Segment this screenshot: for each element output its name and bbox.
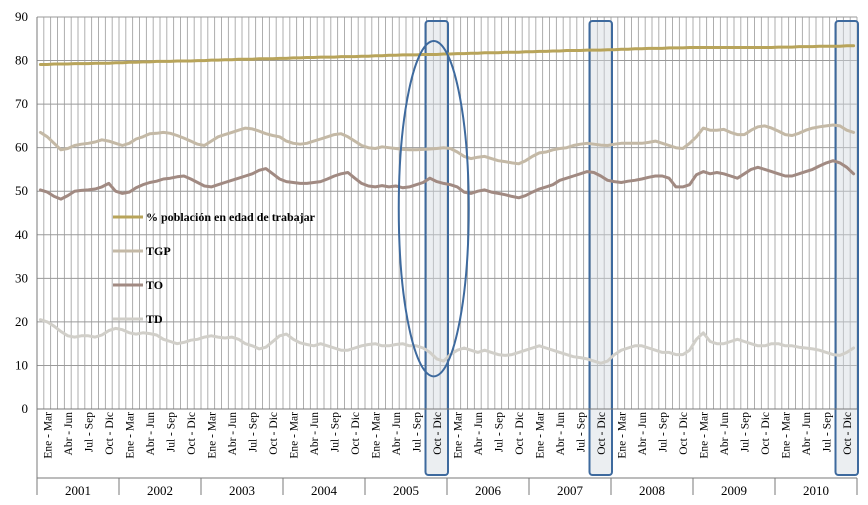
x-period-label: Jul - Sep bbox=[575, 412, 587, 453]
x-period-label: Abr - Jun bbox=[63, 412, 75, 456]
y-tick-label: 30 bbox=[15, 270, 28, 285]
gridlines bbox=[36, 16, 858, 410]
x-period-label: Ene - Mar bbox=[698, 412, 710, 459]
x-period-label: Ene - Mar bbox=[616, 412, 628, 459]
x-period-label: Ene - Mar bbox=[452, 412, 464, 459]
x-period-label: Oct - Dic bbox=[268, 412, 280, 455]
x-period-label: Jul - Sep bbox=[411, 412, 423, 453]
highlight-ellipse bbox=[397, 39, 470, 378]
y-tick-label: 40 bbox=[15, 227, 28, 242]
x-period-label: Ene - Mar bbox=[206, 412, 218, 459]
x-period-label: Abr - Jun bbox=[391, 412, 403, 456]
highlight-box bbox=[834, 20, 859, 476]
x-period-label: Ene - Mar bbox=[780, 412, 792, 459]
year-label: 2007 bbox=[557, 483, 584, 498]
x-period-label: Jul - Sep bbox=[247, 412, 259, 453]
x-period-label: Oct - Dic bbox=[104, 412, 116, 455]
highlight-ellipse bbox=[397, 39, 470, 378]
highlight-box bbox=[424, 20, 449, 476]
year-label: 2010 bbox=[803, 483, 829, 498]
x-period-labels: Ene - Mar Abr - Jun Jul - Sep Oct - Dic Ene … bbox=[42, 412, 854, 459]
legend: % población en edad de trabajar TGP TO TD bbox=[113, 210, 316, 326]
y-tick-label: 50 bbox=[15, 183, 28, 198]
legend-label-4: TD bbox=[146, 312, 163, 326]
year-label: 2008 bbox=[639, 483, 665, 498]
x-period-label: Oct - Dic bbox=[432, 412, 444, 455]
x-period-label: Oct - Dic bbox=[842, 412, 854, 455]
legend-label-2: TGP bbox=[146, 244, 171, 258]
x-period-label: Abr - Jun bbox=[801, 412, 813, 456]
x-period-label: Jul - Sep bbox=[739, 412, 751, 453]
x-period-label: Ene - Mar bbox=[288, 412, 300, 459]
x-period-label: Oct - Dic bbox=[514, 412, 526, 455]
x-period-label: Ene - Mar bbox=[534, 412, 546, 459]
x-period-label: Oct - Dic bbox=[350, 412, 362, 455]
series-line-4 bbox=[38, 318, 856, 365]
x-period-label: Jul - Sep bbox=[165, 412, 177, 453]
y-tick-label: 20 bbox=[15, 314, 28, 329]
y-tick-label: 80 bbox=[15, 53, 28, 68]
x-period-label: Abr - Jun bbox=[145, 412, 157, 456]
series-line-3 bbox=[38, 159, 856, 201]
x-period-label: Jul - Sep bbox=[329, 412, 341, 453]
x-period-label: Ene - Mar bbox=[42, 412, 54, 459]
x-period-label: Abr - Jun bbox=[309, 412, 321, 456]
year-label: 2005 bbox=[393, 483, 419, 498]
legend-label-1: % población en edad de trabajar bbox=[146, 210, 316, 224]
x-period-label: Abr - Jun bbox=[719, 412, 731, 456]
year-label: 2001 bbox=[65, 483, 91, 498]
y-tick-label: 0 bbox=[22, 401, 29, 416]
x-period-label: Jul - Sep bbox=[83, 412, 95, 453]
year-label: 2003 bbox=[229, 483, 255, 498]
x-period-label: Abr - Jun bbox=[227, 412, 239, 456]
axes bbox=[36, 17, 858, 495]
year-label: 2002 bbox=[147, 483, 173, 498]
x-period-label: Abr - Jun bbox=[555, 412, 567, 456]
x-period-label: Jul - Sep bbox=[493, 412, 505, 453]
y-tick-label: 10 bbox=[15, 357, 28, 372]
year-label: 2009 bbox=[721, 483, 747, 498]
legend-label-3: TO bbox=[146, 278, 163, 292]
x-period-label: Abr - Jun bbox=[637, 412, 649, 456]
x-period-label: Jul - Sep bbox=[821, 412, 833, 453]
y-tick-label: 90 bbox=[15, 9, 28, 24]
highlight-box bbox=[588, 20, 613, 476]
year-label: 2004 bbox=[311, 483, 338, 498]
x-period-label: Oct - Dic bbox=[678, 412, 690, 455]
y-tick-label: 70 bbox=[15, 96, 28, 111]
y-tick-labels: 0 10 20 30 40 50 60 70 80 90 bbox=[15, 9, 28, 416]
x-period-label: Ene - Mar bbox=[370, 412, 382, 459]
highlight-rectangles bbox=[424, 20, 859, 476]
x-period-label: Oct - Dic bbox=[760, 412, 772, 455]
x-year-labels: 2001 2002 2003 2004 2005 2006 2007 2008 2009 2010 bbox=[65, 483, 829, 498]
y-tick-label: 60 bbox=[15, 140, 28, 155]
x-period-label: Oct - Dic bbox=[596, 412, 608, 455]
x-period-label: Ene - Mar bbox=[124, 412, 136, 459]
x-period-label: Abr - Jun bbox=[473, 412, 485, 456]
year-label: 2006 bbox=[475, 483, 502, 498]
series-line-2 bbox=[38, 123, 856, 166]
x-period-label: Oct - Dic bbox=[186, 412, 198, 455]
x-period-label: Jul - Sep bbox=[657, 412, 669, 453]
